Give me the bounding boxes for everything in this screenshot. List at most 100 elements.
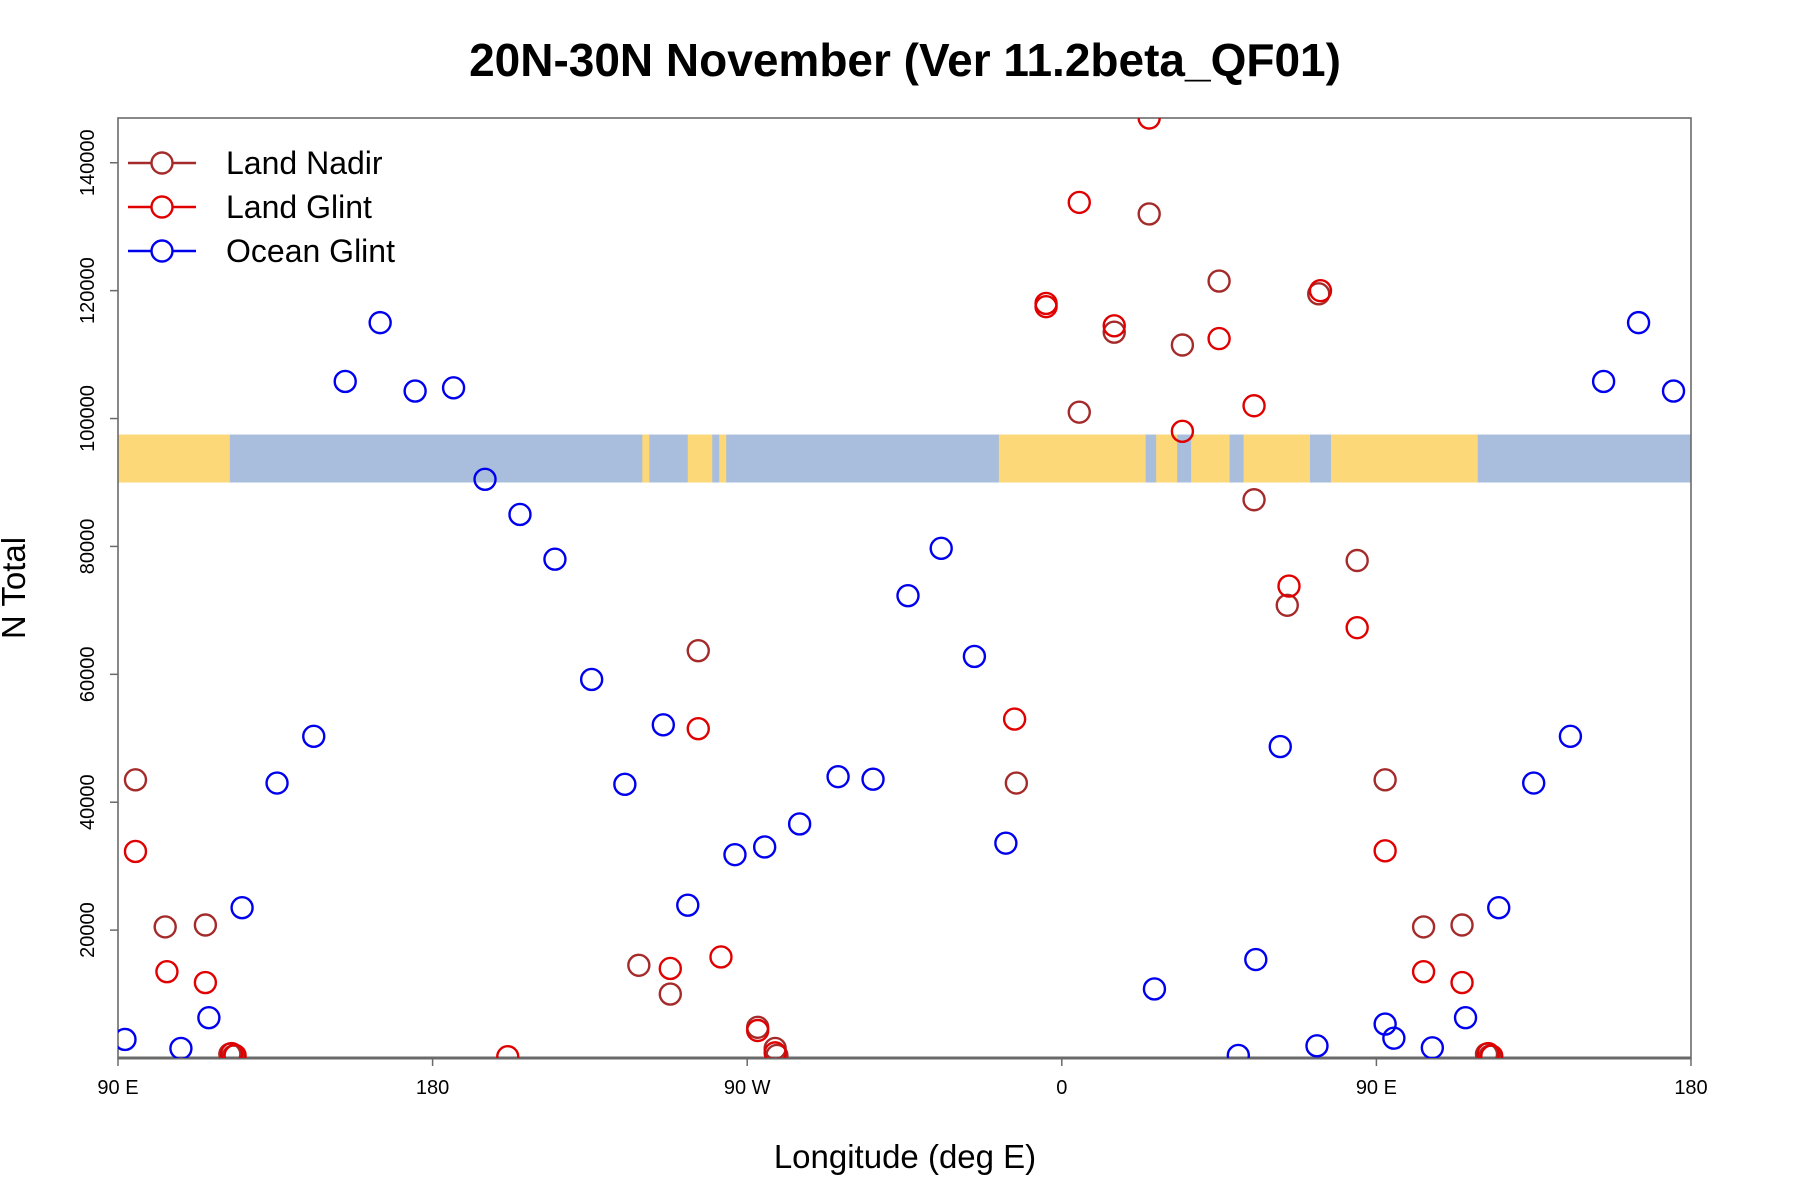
land-nadir-point — [686, 638, 710, 663]
legend-item-land-glint: Land Glint — [128, 189, 372, 225]
data-points — [118, 118, 1686, 1058]
ocean-glint-point — [1487, 896, 1511, 920]
land-nadir-point — [1450, 913, 1474, 937]
land-glint-point — [709, 945, 733, 969]
land-glint-point — [686, 716, 710, 741]
y-tick-label: 140000 — [77, 129, 99, 196]
ocean-glint-point — [333, 369, 357, 394]
land-nadir-point — [627, 953, 651, 977]
ocean-glint-point — [861, 767, 885, 791]
land-nadir-point — [1373, 768, 1397, 792]
ocean-glint-point — [169, 1036, 193, 1058]
land-glint-point — [763, 1041, 787, 1058]
land-nadir-point — [1307, 282, 1331, 306]
ocean-glint-point — [118, 1027, 137, 1052]
ocean-glint-point — [1661, 379, 1686, 403]
land-nadir-point — [1102, 320, 1126, 344]
land-segment — [998, 434, 1146, 483]
y-axis: 20000 40000 60000 80000 100000 120000 140000 — [77, 129, 118, 958]
land-glint-point — [1002, 707, 1027, 731]
ocean-glint-point — [1521, 771, 1546, 795]
ocean-glint-point — [368, 310, 392, 335]
x-tick-label: 90 E — [1356, 1077, 1397, 1099]
x-tick-label: 90 E — [97, 1077, 138, 1099]
ocean-glint-point — [994, 831, 1018, 855]
land-glint-point — [1411, 959, 1436, 984]
land-glint-point — [1170, 419, 1195, 444]
y-tick-label: 60000 — [77, 647, 99, 703]
land-glint-point — [496, 1045, 520, 1058]
land-glint-point — [1067, 190, 1091, 215]
legend-item-land-nadir: Land Nadir — [128, 145, 383, 181]
ocean-glint-point — [1558, 724, 1583, 749]
ocean-glint-point — [676, 893, 700, 917]
land-nadir-point — [1345, 548, 1369, 573]
ocean-glint-point — [1591, 369, 1616, 394]
land-nadir-point — [1411, 915, 1436, 939]
land-nadir-point — [1207, 269, 1231, 293]
ocean-glint-point — [441, 376, 466, 400]
land-glint-point — [1450, 970, 1474, 995]
ocean-glint-point — [651, 713, 676, 737]
y-tick-label: 100000 — [77, 385, 99, 452]
land-glint-point — [1242, 394, 1266, 418]
land-nadir-point — [765, 1043, 789, 1058]
ocean-glint-point — [1453, 1006, 1478, 1030]
land-nadir-point — [153, 915, 177, 939]
land-nadir-point — [1275, 593, 1299, 617]
y-axis-label: N Total — [0, 537, 32, 639]
ocean-glint-point — [508, 502, 532, 527]
land-glint-point — [1137, 118, 1161, 130]
land-nadir-point — [1067, 400, 1091, 424]
land-glint-point — [1480, 1044, 1504, 1058]
land-segment — [1156, 434, 1178, 483]
legend-label: Ocean Glint — [226, 233, 395, 269]
ocean-glint-point — [896, 583, 920, 608]
ocean-glint-point — [473, 467, 497, 491]
y-tick-label: 80000 — [77, 519, 99, 575]
land-glint-point — [1476, 1041, 1500, 1058]
ocean-glint-point — [1244, 947, 1268, 972]
land-nadir-point — [193, 913, 218, 937]
ocean-glint-point — [197, 1006, 221, 1030]
world-map-strip — [118, 434, 1691, 483]
land-glint-point — [223, 1043, 247, 1058]
land-glint-point — [1308, 278, 1333, 303]
land-nadir-point — [1170, 333, 1195, 357]
y-tick-label: 40000 — [77, 774, 99, 830]
ocean-glint-point — [1268, 734, 1292, 759]
ocean-glint-point — [1420, 1036, 1445, 1058]
ocean-glint-point — [543, 547, 567, 571]
land-nadir-point — [123, 768, 148, 792]
x-tick-label: 180 — [1674, 1077, 1707, 1099]
ocean-glint-point — [1626, 310, 1651, 335]
ocean-glint-point — [787, 812, 812, 836]
land-glint-point — [745, 1018, 770, 1043]
land-nadir-point — [1004, 771, 1029, 795]
ocean-glint-point — [1382, 1026, 1406, 1050]
x-tick-label: 90 W — [724, 1077, 771, 1099]
land-glint-point — [1345, 615, 1369, 640]
land-nadir-point — [658, 982, 682, 1006]
land-glint-point — [1034, 294, 1058, 319]
land-segment — [1243, 434, 1310, 483]
land-glint-point — [1277, 574, 1301, 598]
ocean-glint-point — [752, 835, 777, 859]
land-glint-point — [658, 956, 682, 981]
x-axis: 90 E 180 90 W 0 90 E 180 — [97, 1058, 1708, 1099]
x-axis-label: Longitude (deg E) — [774, 1138, 1036, 1175]
land-nadir-point — [1137, 202, 1161, 226]
land-glint-point — [1207, 326, 1231, 351]
land-segment — [1330, 434, 1478, 483]
ocean-glint-point — [613, 772, 637, 797]
ocean-glint-point — [302, 724, 326, 749]
legend-item-ocean-glint: Ocean Glint — [128, 233, 395, 269]
land-glint-point — [155, 959, 179, 984]
land-segment — [1191, 434, 1230, 483]
chart-title: 20N-30N November (Ver 11.2beta_QF01) — [469, 34, 1341, 86]
legend-marker — [150, 151, 174, 175]
ocean-glint-point — [230, 896, 254, 920]
land-segment — [642, 434, 650, 483]
ocean-glint-point — [265, 771, 289, 795]
